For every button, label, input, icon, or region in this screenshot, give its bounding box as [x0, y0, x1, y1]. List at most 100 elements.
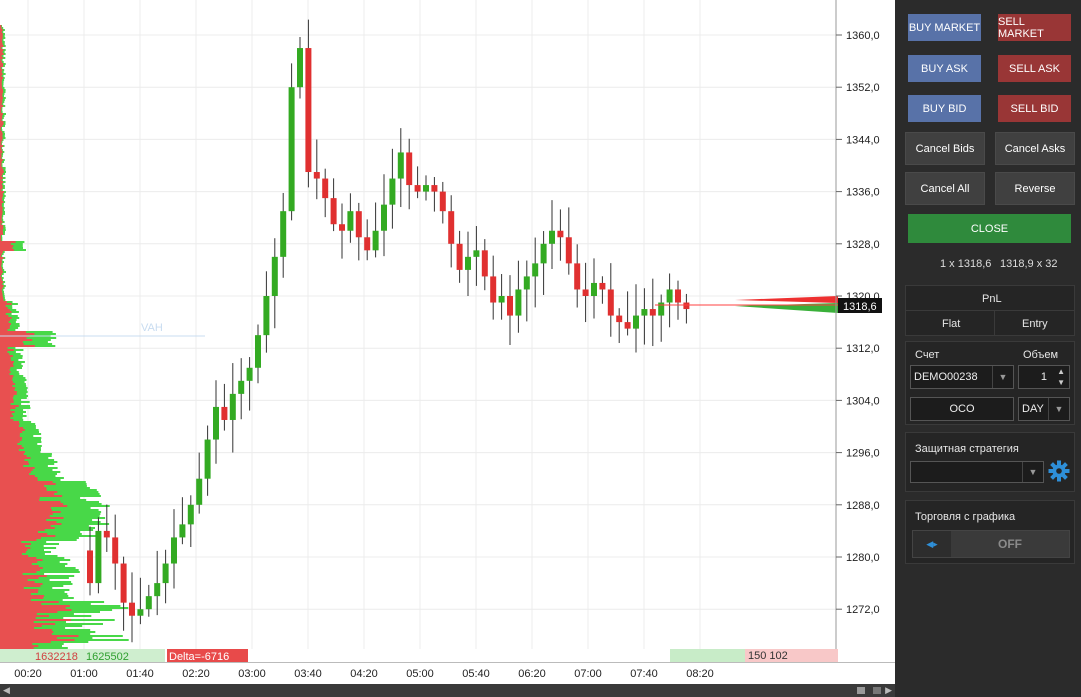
time-axis: 00:20 01:00 01:40 02:20 03:00 03:40 04:20 05:00…	[0, 662, 895, 685]
profile-bar-sell	[0, 463, 29, 465]
profile-bar-sell	[0, 39, 3, 41]
profile-bar-buy	[0, 377, 26, 379]
profile-bar-sell	[0, 111, 2, 113]
profile-bar-sell	[0, 635, 79, 637]
chart-canvas[interactable]: 1360,01352,01344,01336,01328,01320,01312…	[0, 0, 895, 662]
candle-body	[137, 609, 144, 616]
gear-icon[interactable]	[1048, 460, 1070, 482]
sell-ask-button[interactable]: SELL ASK	[998, 55, 1071, 82]
profile-bar-buy	[0, 449, 41, 451]
profile-bar-sell	[0, 63, 4, 65]
profile-bar-sell	[0, 403, 11, 405]
profile-bar-sell	[0, 385, 13, 387]
profile-bar-sell	[0, 601, 59, 603]
chart-trading-label: Торговля с графика	[915, 511, 1016, 523]
bid-quote: 1 x 1318,6	[940, 258, 992, 270]
profile-bar-buy	[0, 111, 3, 113]
time-tick-label: 02:20	[182, 668, 210, 680]
close-position-button[interactable]: CLOSE	[908, 214, 1071, 243]
profile-bar-buy	[0, 499, 87, 501]
profile-bar-sell	[0, 591, 38, 593]
profile-bar-buy	[0, 347, 16, 349]
position-status: Flat	[942, 318, 961, 330]
profile-bar-sell	[0, 45, 4, 47]
profile-bar-buy	[0, 489, 97, 491]
chart-trading-toggle[interactable]: ◀▸ OFF	[912, 530, 1070, 558]
chart-trading-state: OFF	[998, 537, 1022, 551]
cancel-asks-button[interactable]: Cancel Asks	[995, 132, 1075, 165]
profile-bar-sell	[0, 539, 37, 541]
scroll-left-icon[interactable]: ◀	[3, 685, 10, 695]
profile-bar-sell	[0, 471, 31, 473]
account-label: Счет	[915, 349, 940, 361]
profile-bar-sell	[0, 131, 3, 133]
sell-market-button[interactable]: SELL MARKET	[998, 14, 1071, 41]
profile-bar-buy	[0, 415, 27, 417]
price-chart[interactable]: 1360,0 1352,0 1344,0 1336,0 1328,0 1320,0 1312…	[0, 0, 895, 697]
profile-bar-sell	[0, 237, 2, 239]
candle-body	[490, 276, 497, 303]
profile-bar-sell	[0, 553, 22, 555]
profile-bar-sell	[0, 373, 10, 375]
sell-bid-button[interactable]: SELL BID	[998, 95, 1071, 122]
protective-strategy-select[interactable]: ▼	[910, 461, 1044, 483]
profile-bar-sell	[0, 497, 40, 499]
profile-bar-buy	[0, 379, 27, 381]
chevron-down-icon[interactable]: ▼	[992, 366, 1013, 388]
profile-bar-sell	[0, 509, 52, 511]
quantity-stepper[interactable]: 1 ▲ ▼	[1018, 365, 1070, 389]
buy-bid-button[interactable]: BUY BID	[908, 95, 981, 122]
cancel-bids-button[interactable]: Cancel Bids	[905, 132, 985, 165]
profile-bar-sell	[0, 149, 2, 151]
profile-bar-sell	[0, 57, 3, 59]
profile-bar-buy	[0, 515, 100, 517]
reverse-button[interactable]: Reverse	[995, 172, 1075, 205]
stepper-down-icon[interactable]: ▼	[1057, 378, 1065, 387]
profile-bar-sell	[0, 105, 4, 107]
profile-bar-sell	[0, 231, 3, 233]
profile-bar-sell	[0, 465, 24, 467]
candle-body	[87, 550, 93, 584]
buy-market-button[interactable]: BUY MARKET	[908, 14, 981, 41]
profile-bar-sell	[0, 121, 4, 123]
scroll-thumb[interactable]	[857, 687, 865, 694]
profile-bar-sell	[0, 75, 2, 77]
profile-bar-sell	[0, 417, 11, 419]
chevron-down-icon[interactable]: ▼	[1022, 462, 1043, 482]
tif-select[interactable]: DAY ▼	[1018, 397, 1070, 421]
stepper-up-icon[interactable]: ▲	[1057, 367, 1065, 376]
profile-bar-sell	[0, 567, 43, 569]
scroll-grip[interactable]	[873, 687, 881, 694]
profile-bar-sell	[0, 407, 16, 409]
profile-bar-sell	[0, 93, 3, 95]
profile-bar-sell	[0, 577, 39, 579]
profile-bar-sell	[0, 361, 14, 363]
chevron-down-icon[interactable]: ▼	[1048, 398, 1069, 420]
profile-bar-sell	[0, 487, 47, 489]
profile-bar-sell	[0, 425, 19, 427]
profile-bar-sell	[0, 281, 4, 283]
profile-bar-buy	[0, 417, 23, 419]
profile-bar-sell	[0, 123, 4, 125]
profile-bar-sell	[0, 383, 16, 385]
vah-label: VAH	[141, 322, 163, 334]
account-select[interactable]: DEMO00238 ▼	[910, 365, 1014, 389]
profile-bar-sell	[0, 351, 8, 353]
profile-bar-sell	[0, 511, 61, 513]
profile-bar-sell	[0, 627, 35, 629]
profile-bar-sell	[0, 473, 30, 475]
cancel-all-button[interactable]: Cancel All	[905, 172, 985, 205]
profile-bar-sell	[0, 297, 4, 299]
profile-bar-sell	[0, 599, 31, 601]
scroll-right-icon[interactable]: ▶	[885, 685, 892, 695]
chart-scrollbar[interactable]: ◀ ▶	[0, 684, 895, 697]
profile-bar-sell	[0, 439, 22, 441]
oco-field[interactable]: OCO	[910, 397, 1014, 421]
profile-bar-sell	[0, 433, 20, 435]
buy-ask-button[interactable]: BUY ASK	[908, 55, 981, 82]
candle-body	[439, 191, 446, 212]
candle-body	[599, 282, 606, 290]
profile-bar-sell	[0, 345, 35, 347]
profile-bar-sell	[0, 103, 2, 105]
profile-bar-sell	[0, 597, 44, 599]
